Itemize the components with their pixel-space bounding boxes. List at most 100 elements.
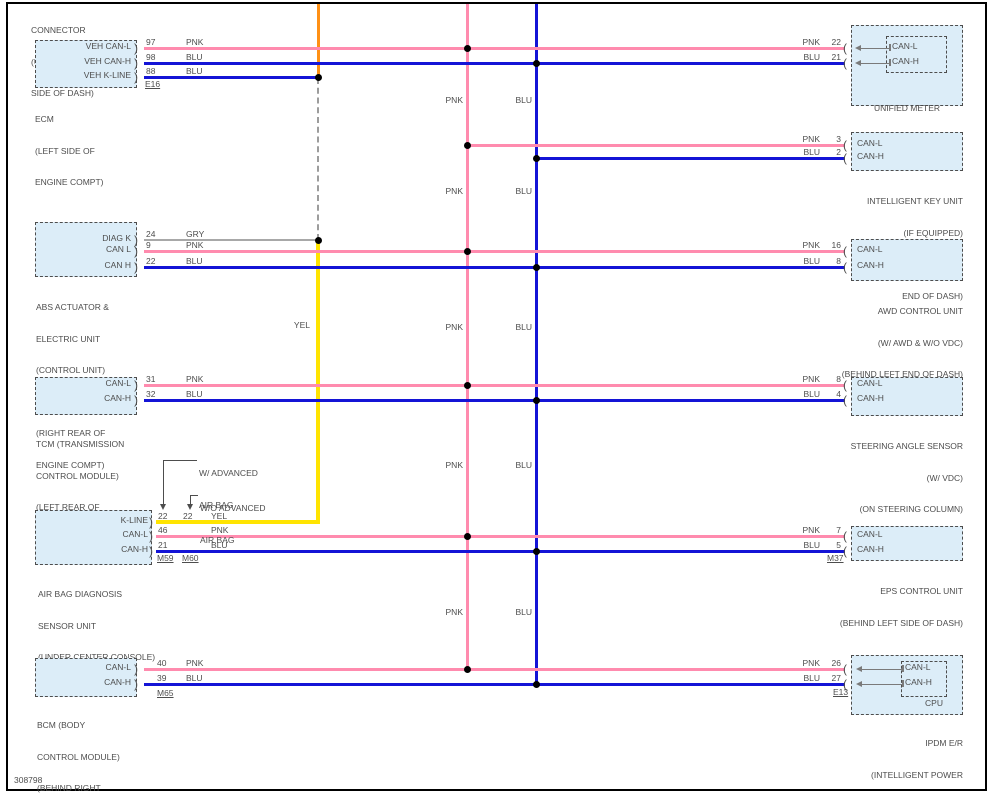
combination-meter-box xyxy=(851,25,963,106)
pin-number: 22 xyxy=(146,256,156,266)
caption-line: W/O ADVANCED xyxy=(200,503,266,513)
caption-line: INTELLIGENT KEY UNIT xyxy=(866,196,963,206)
bus-label-pnk: PNK xyxy=(445,460,463,470)
caption-line: ELECTRIC UNIT xyxy=(36,333,101,344)
wire-airbag-can-h xyxy=(156,549,845,553)
ipdm-box xyxy=(851,655,963,715)
wire-color-label: PNK xyxy=(802,37,820,47)
wire-veh-k-line xyxy=(144,75,318,79)
intelligent-key-box xyxy=(851,132,963,171)
pin-connector-icon: ) xyxy=(149,515,153,529)
wire-color-label: PNK xyxy=(211,525,229,535)
arrow-left-icon xyxy=(855,59,861,66)
caption-line: AIR BAG xyxy=(200,534,235,545)
can-h-bus xyxy=(534,4,538,685)
eps-pin-label: CAN-H xyxy=(857,544,884,554)
arrow-left-icon xyxy=(856,680,862,687)
signal-arrow-tick xyxy=(889,59,891,66)
pin-connector-icon: ) xyxy=(134,662,138,676)
wire-color-label: BLU xyxy=(211,540,228,550)
caption-line: (ON STEERING COLUMN) xyxy=(859,504,963,514)
pin-connector-icon: ) xyxy=(134,41,138,55)
meter-pin-label: CAN-H xyxy=(892,56,919,66)
pin-number: 8 xyxy=(836,374,841,384)
wire-color-label: PNK xyxy=(186,37,204,47)
pin-connector-icon: ) xyxy=(134,70,138,84)
caption-line: (LEFT SIDE OF xyxy=(35,145,95,156)
pin-connector-icon: ) xyxy=(134,677,138,691)
ipdm-pin-label: CAN-H xyxy=(905,677,932,687)
wire-veh-can-h xyxy=(144,61,845,65)
signal-arrow-tick xyxy=(902,665,904,672)
pin-number: 22 xyxy=(158,511,168,521)
caption-line: STEERING ANGLE SENSOR xyxy=(850,441,963,451)
sas-pin-label: CAN-H xyxy=(857,393,884,403)
wire-abs-can-h xyxy=(144,265,845,269)
ipdm-pin-label: CAN-L xyxy=(905,662,931,672)
caption-line: (CONTROL UNIT) xyxy=(36,365,106,375)
meter-pin-label: CAN-L xyxy=(892,41,918,51)
bus-label-blu: BLU xyxy=(515,95,532,105)
pin-connector-icon: ) xyxy=(149,544,153,558)
wire-color-label: BLU xyxy=(803,52,820,62)
caption-line: ENGINE COMPT) xyxy=(36,459,105,470)
wire-color-label: PNK xyxy=(186,374,204,384)
airbag-box xyxy=(35,510,152,565)
note-with-advanced-airbag: W/ ADVANCED AIR BAG xyxy=(199,447,258,521)
signal-arrow-line xyxy=(861,47,889,49)
pin-connector-icon: ( xyxy=(843,544,847,558)
pin-number: 88 xyxy=(146,66,156,76)
abs-pin-label: CAN H xyxy=(104,260,131,270)
wire-color-label: PNK xyxy=(802,374,820,384)
eps-box xyxy=(851,526,963,561)
wire-tcm-can-l xyxy=(144,383,845,387)
caption-line: UNIFIED METER xyxy=(873,103,941,113)
airbag-pin-label: K-LINE xyxy=(120,515,148,525)
arrow-down-icon xyxy=(187,504,193,510)
wire-color-label: PNK xyxy=(186,658,204,668)
pin-number: 32 xyxy=(146,389,156,399)
pin-number: 26 xyxy=(831,658,841,668)
wire-color-label: BLU xyxy=(186,673,203,683)
tcm-pin-label: CAN-H xyxy=(104,393,131,403)
abs-pin-label: CAN L xyxy=(105,244,131,254)
pin-connector-icon: ) xyxy=(134,244,138,258)
tcm-pin-label: CAN-L xyxy=(105,378,131,388)
cpu-inner-box xyxy=(901,661,947,697)
caption-line: TCM (TRANSMISSION xyxy=(36,439,125,449)
caption-line: EPS CONTROL UNIT xyxy=(880,586,963,596)
wire-bcm-can-h xyxy=(144,682,845,686)
junction-dot xyxy=(314,73,322,81)
bus-label-blu: BLU xyxy=(515,322,532,332)
caption-line: (BEHIND LEFT END OF DASH) xyxy=(841,369,963,379)
caption-line: IPDM E/R xyxy=(925,738,963,748)
bus-label-pnk: PNK xyxy=(445,186,463,196)
connector-id: M60 xyxy=(182,553,199,563)
pin-number: 97 xyxy=(146,37,156,47)
wire-airbag-k-line xyxy=(156,520,320,524)
caption-line: (UNDER CENTER CONSOLE) xyxy=(38,652,156,662)
pin-connector-icon: ( xyxy=(843,244,847,258)
caption-line: (BEHIND RIGHT xyxy=(37,783,101,793)
bcm-caption: BCM (BODY CONTROL MODULE) (BEHIND RIGHT … xyxy=(37,699,120,800)
caption-line: (INTELLIGENT POWER xyxy=(871,769,963,780)
wire-color-label: BLU xyxy=(186,389,203,399)
pin-connector-icon: ) xyxy=(134,393,138,407)
junction-dot xyxy=(532,680,540,688)
pin-connector-icon: ( xyxy=(843,529,847,543)
arrow-left-icon xyxy=(855,44,861,51)
connector-id: M59 xyxy=(157,553,174,563)
ecm-box xyxy=(35,40,137,88)
pin-connector-icon: ( xyxy=(843,393,847,407)
bcm-box xyxy=(35,658,137,697)
caption-line: BCM (BODY xyxy=(37,720,86,730)
wire-color-label: PNK xyxy=(802,134,820,144)
ecm-pin-label: VEH CAN-L xyxy=(85,41,131,51)
can-l-bus xyxy=(465,4,469,669)
k-line-bus-yellow-segment xyxy=(316,240,320,524)
pin-connector-icon: ( xyxy=(843,138,847,152)
figure-number: 308798 xyxy=(14,775,43,785)
ipdm-caption: IPDM E/R (INTELLIGENT POWER DISTRIBUTION… xyxy=(763,717,963,800)
pin-connector-icon: ) xyxy=(134,56,138,70)
signal-arrow-tick xyxy=(902,680,904,687)
